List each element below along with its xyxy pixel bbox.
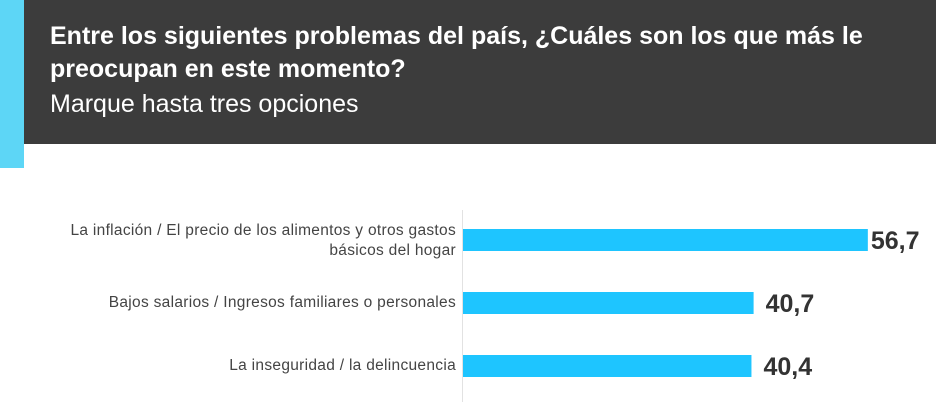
value-label-1: 40,7 [766, 290, 815, 318]
bar-1 [463, 292, 754, 314]
chart-title: Entre los siguientes problemas del país,… [50, 22, 863, 83]
category-label-1: Bajos salarios / Ingresos familiares o p… [108, 294, 456, 311]
bar-0 [463, 229, 868, 251]
chart-subtitle: Marque hasta tres opciones [50, 90, 359, 118]
header: Entre los siguientes problemas del país,… [24, 0, 936, 144]
category-axis-line [462, 210, 463, 402]
category-label-0: La inflación / El precio de los alimento… [70, 222, 456, 259]
value-label-2: 40,4 [763, 353, 812, 381]
value-label-0: 56,7 [871, 227, 920, 255]
accent-strip [0, 0, 24, 168]
category-label-2: La inseguridad / la delincuencia [229, 357, 456, 374]
bar-2 [463, 355, 752, 377]
